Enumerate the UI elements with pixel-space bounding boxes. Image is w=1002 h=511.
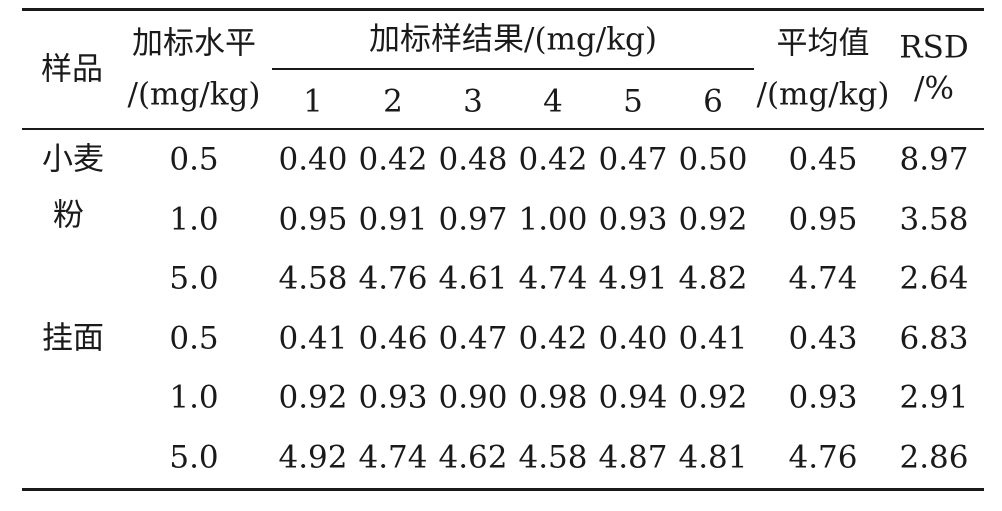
- results-group-rule: [272, 68, 754, 70]
- rsd-value: 8.97: [899, 141, 969, 178]
- replicate-value: 0.47: [438, 320, 508, 356]
- replicate-value: 4.76: [358, 260, 428, 297]
- replicate-value: 0.94: [598, 379, 668, 416]
- mean-value: 4.76: [788, 439, 858, 475]
- replicate-value: 1.00: [518, 201, 588, 237]
- replicate-value: 0.98: [518, 379, 588, 416]
- mean-value: 0.95: [788, 201, 858, 237]
- spike-level: 5.0: [169, 439, 219, 475]
- mean-value: 0.43: [788, 320, 858, 356]
- mean-value: 4.74: [788, 260, 858, 297]
- header-replicate-4: 4: [543, 83, 563, 120]
- replicate-value: 0.40: [598, 320, 668, 356]
- replicate-value: 0.95: [278, 201, 348, 237]
- replicate-value: 0.93: [598, 201, 668, 237]
- replicate-value: 4.82: [678, 260, 748, 297]
- header-replicate-5: 5: [623, 83, 643, 120]
- replicate-value: 0.97: [438, 201, 508, 237]
- mean-value: 0.45: [788, 141, 858, 178]
- spike-level: 5.0: [169, 260, 219, 297]
- replicate-value: 0.41: [678, 320, 748, 356]
- replicate-value: 0.42: [518, 320, 588, 356]
- replicate-value: 4.74: [358, 439, 428, 475]
- header-rsd-unit: /%: [914, 70, 954, 107]
- replicate-value: 0.41: [278, 320, 348, 356]
- rsd-value: 2.86: [899, 439, 969, 475]
- header-rsd: RSD: [899, 29, 969, 66]
- rsd-value: 2.64: [899, 260, 969, 297]
- header-replicate-3: 3: [463, 83, 483, 120]
- replicate-value: 4.62: [438, 439, 508, 475]
- replicate-value: 4.58: [278, 260, 348, 297]
- header-replicate-2: 2: [383, 83, 403, 120]
- rsd-value: 2.91: [899, 379, 969, 416]
- spike-level: 0.5: [169, 141, 219, 178]
- sample-name: 小麦: [42, 141, 104, 178]
- rsd-value: 6.83: [899, 320, 969, 356]
- mean-value: 0.93: [788, 379, 858, 416]
- replicate-value: 0.92: [678, 201, 748, 237]
- header-level: 加标水平: [132, 25, 256, 62]
- bottom-rule: [22, 488, 984, 491]
- replicate-value: 0.46: [358, 320, 428, 356]
- header-replicate-1: 1: [303, 83, 323, 120]
- rsd-value: 3.58: [899, 201, 969, 237]
- replicate-value: 0.50: [678, 141, 748, 178]
- header-sample: 样品: [41, 51, 103, 88]
- top-rule: [22, 8, 984, 11]
- header-replicate-6: 6: [703, 83, 723, 120]
- replicate-value: 4.74: [518, 260, 588, 297]
- sample-name-cont: 粉: [53, 197, 84, 234]
- replicate-value: 4.61: [438, 260, 508, 297]
- header-mean-unit: /(mg/kg): [756, 76, 890, 113]
- spike-level: 1.0: [169, 379, 219, 416]
- replicate-value: 4.91: [598, 260, 668, 297]
- replicate-value: 0.92: [278, 379, 348, 416]
- header-level-unit: /(mg/kg): [127, 76, 261, 113]
- replicate-value: 0.91: [358, 201, 428, 237]
- replicate-value: 0.93: [358, 379, 428, 416]
- header-results-group: 加标样结果/(mg/kg): [369, 21, 657, 58]
- spike-level: 1.0: [169, 201, 219, 237]
- replicate-value: 4.81: [678, 439, 748, 475]
- replicate-value: 0.92: [678, 379, 748, 416]
- sample-name: 挂面: [42, 320, 104, 356]
- replicate-value: 4.87: [598, 439, 668, 475]
- replicate-value: 0.90: [438, 379, 508, 416]
- header-bottom-rule: [22, 128, 984, 130]
- replicate-value: 0.42: [358, 141, 428, 178]
- spike-level: 0.5: [169, 320, 219, 356]
- replicate-value: 0.40: [278, 141, 348, 178]
- replicate-value: 4.92: [278, 439, 348, 475]
- header-mean: 平均值: [776, 25, 870, 62]
- replicate-value: 0.42: [518, 141, 588, 178]
- replicate-value: 0.47: [598, 141, 668, 178]
- replicate-value: 0.48: [438, 141, 508, 178]
- replicate-value: 4.58: [518, 439, 588, 475]
